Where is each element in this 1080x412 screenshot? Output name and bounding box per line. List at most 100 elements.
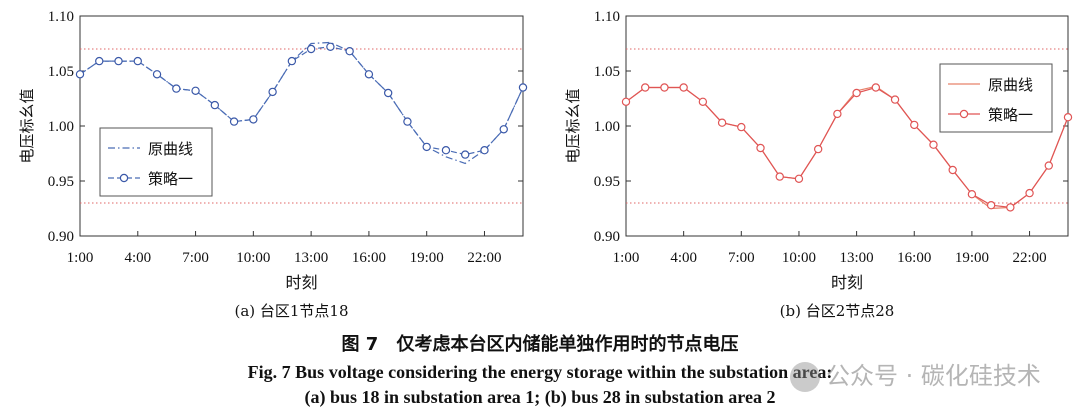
data-point: [229, 117, 239, 126]
legend-label: 原曲线: [148, 140, 193, 158]
x-tick-label: 19:00: [955, 250, 989, 266]
legend-label: 策略一: [988, 106, 1033, 124]
figure-caption-en-line2: (a) bus 18 in substation area 1; (b) bus…: [304, 387, 776, 407]
data-point: [499, 125, 508, 134]
figure-caption-cn: 图 7 仅考虑本台区内储能单独作用时的节点电压: [0, 330, 1080, 356]
y-tick-label: 0.95: [48, 174, 74, 190]
y-tick-label: 1.10: [594, 9, 620, 25]
x-tick-label: 22:00: [1012, 250, 1046, 266]
legend-marker: [959, 109, 969, 119]
data-point: [75, 70, 85, 79]
x-tick-label: 7:00: [182, 250, 209, 266]
data-point: [910, 120, 919, 130]
data-point: [326, 42, 335, 52]
data-point: [737, 122, 746, 132]
x-tick-label: 7:00: [728, 250, 755, 266]
data-point: [383, 88, 393, 98]
data-point: [679, 83, 688, 92]
y-tick-label: 1.00: [48, 119, 74, 135]
chart-panel-2: 0.90 0.95 1.00 1.05 1.10 1:00 4:00 7:00 10:00 13:…: [564, 9, 1073, 320]
data-point: [364, 70, 374, 79]
y-tick-label: 1.05: [594, 64, 620, 80]
x-tick-label: 16:00: [897, 250, 931, 266]
x-tick-label: 13:00: [840, 250, 874, 266]
data-point: [890, 95, 900, 104]
x-tick-label: 10:00: [236, 250, 270, 266]
data-point: [403, 117, 412, 126]
x-tick-label: 4:00: [124, 250, 151, 266]
data-point: [1044, 161, 1053, 170]
data-point: [1025, 188, 1034, 198]
x-tick-label: 22:00: [467, 250, 501, 266]
y-tick-label: 0.90: [48, 229, 74, 245]
data-point: [852, 88, 861, 98]
y-tick-label: 1.10: [48, 9, 74, 25]
data-point: [306, 44, 316, 54]
data-point: [210, 100, 220, 110]
data-point: [871, 83, 881, 92]
data-point: [422, 142, 431, 152]
y-axis-label: 电压标幺值: [18, 88, 36, 163]
data-point: [1063, 112, 1073, 122]
data-point: [794, 174, 804, 183]
chart-panel-1: 0.90 0.95 1.00 1.05 1.10 1:00 4:00 7:00 10:00 13:…: [18, 9, 528, 320]
y-tick-label: 1.00: [594, 119, 620, 135]
data-point: [133, 56, 142, 66]
figure-caption-en-line1: Fig. 7 Bus voltage considering the energ…: [247, 362, 833, 382]
legend-box: [939, 63, 1053, 133]
x-tick-label: 19:00: [410, 250, 444, 266]
data-point: [948, 165, 957, 175]
data-point: [152, 70, 162, 79]
legend-box: [99, 127, 213, 197]
data-point: [287, 56, 297, 66]
data-point: [480, 145, 489, 155]
data-point: [345, 47, 354, 56]
data-point: [518, 83, 528, 92]
x-axis-label: 时刻: [831, 273, 863, 292]
x-tick-label: 13:00: [294, 250, 328, 266]
data-point: [756, 143, 765, 153]
legend-label: 策略一: [148, 170, 193, 188]
x-tick-label: 1:00: [613, 250, 640, 266]
data-point: [268, 87, 277, 97]
data-point: [95, 56, 104, 66]
legend-label: 原曲线: [988, 76, 1033, 94]
data-point: [172, 84, 181, 93]
series-line-1: [79, 41, 524, 165]
data-point: [833, 109, 842, 119]
data-point: [249, 115, 258, 124]
x-tick-label: 16:00: [352, 250, 386, 266]
x-tick-label: 1:00: [67, 250, 94, 266]
wechat-icon: [790, 362, 820, 392]
y-axis-label: 电压标幺值: [564, 88, 582, 163]
subplot-subtitle: (a) 台区1节点18: [234, 302, 348, 320]
data-point: [621, 97, 631, 107]
y-tick-label: 0.90: [594, 229, 620, 245]
watermark: 公众号 · 碳化硅技术: [790, 356, 1041, 392]
data-point: [441, 145, 451, 155]
data-point: [660, 83, 669, 92]
y-tick-label: 1.05: [48, 64, 74, 80]
x-axis-label: 时刻: [285, 273, 317, 292]
data-point: [967, 189, 977, 199]
watermark-text: 公众号 · 碳化硅技术: [826, 362, 1041, 390]
data-point: [641, 83, 650, 92]
y-tick-label: 0.95: [594, 174, 620, 190]
data-point: [717, 118, 727, 127]
data-point: [986, 200, 996, 210]
figure-title-cn: 仅考虑本台区内储能单独作用时的节点电压: [396, 334, 739, 355]
x-tick-label: 10:00: [782, 250, 816, 266]
figure-label: 图 7: [341, 334, 379, 355]
data-point: [775, 172, 784, 181]
legend-marker: [119, 173, 129, 183]
data-point: [929, 140, 938, 149]
data-point: [461, 150, 470, 159]
x-tick-label: 4:00: [670, 250, 697, 266]
data-point: [1006, 203, 1015, 212]
data-point: [813, 144, 823, 154]
data-point: [698, 97, 708, 107]
subplot-subtitle: (b) 台区2节点28: [780, 302, 895, 320]
data-point: [114, 56, 123, 66]
